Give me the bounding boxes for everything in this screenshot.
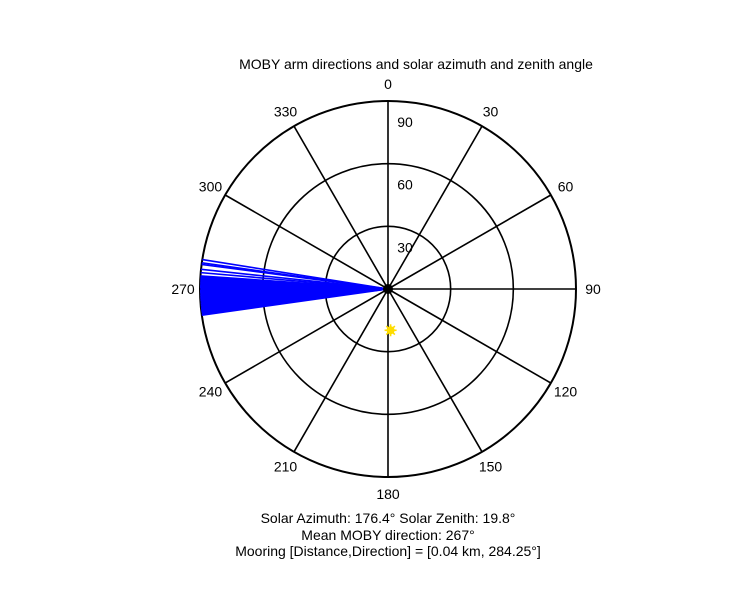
moby-arm-line: [200, 268, 389, 290]
angle-tick-label: 150: [479, 459, 503, 475]
caption-mean-direction: Mean MOBY direction: 267°: [301, 527, 474, 543]
angle-tick-label: 270: [171, 281, 195, 297]
grid-spoke: [387, 125, 483, 290]
caption-solar: Solar Azimuth: 176.4° Solar Zenith: 19.8…: [261, 510, 516, 526]
angle-tick-label: 0: [384, 76, 392, 92]
moby-arm-bundle: [200, 275, 388, 316]
moby-arm-line: [202, 258, 389, 290]
grid-spoke: [293, 125, 389, 290]
grid-spoke: [387, 288, 552, 384]
grid-spoke: [293, 288, 389, 453]
grid-spoke: [387, 194, 552, 290]
caption-mooring: Mooring [Distance,Direction] = [0.04 km,…: [235, 543, 541, 559]
sun-ray: [385, 325, 396, 336]
radial-tick-label: 90: [397, 114, 413, 130]
sun-marker: [384, 324, 397, 337]
angle-tick-label: 330: [274, 103, 298, 119]
grid-spoke: [387, 288, 483, 453]
data-marks: [200, 258, 397, 337]
angle-tick-label: 60: [558, 179, 574, 195]
angle-tick-label: 210: [274, 459, 298, 475]
angle-tick-label: 180: [376, 486, 400, 502]
radial-tick-label: 30: [397, 239, 413, 255]
axis-labels: 0 30 60 90 120 150 180 210 240 270 300 330 30 60 90: [171, 76, 601, 502]
chart-title: MOBY arm directions and solar azimuth an…: [239, 56, 593, 72]
grid-spoke: [224, 194, 389, 290]
grid-spoke: [224, 288, 389, 384]
angle-tick-label: 300: [199, 179, 223, 195]
angle-tick-label: 90: [585, 281, 601, 297]
angle-tick-label: 120: [554, 384, 578, 400]
radial-tick-label: 60: [397, 177, 413, 193]
angle-tick-label: 30: [483, 103, 499, 119]
center-dot: [383, 284, 393, 294]
angle-tick-label: 240: [199, 384, 223, 400]
